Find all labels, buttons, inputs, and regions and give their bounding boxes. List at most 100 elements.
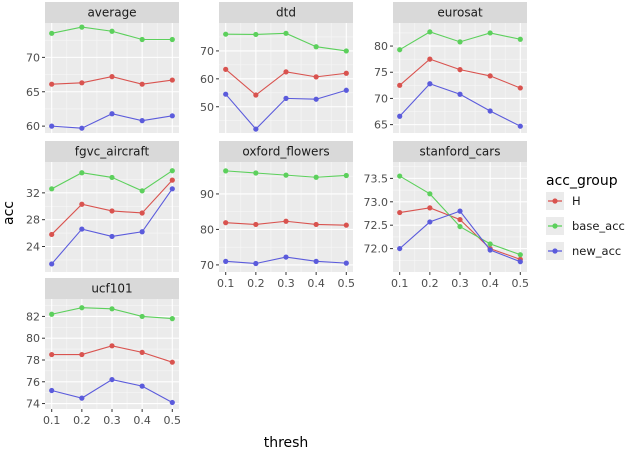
- x-tick-label: 0.3: [103, 414, 121, 427]
- data-point-new-acc: [397, 245, 403, 252]
- x-tick-label: 0.2: [73, 414, 91, 427]
- y-tick-label: 90: [200, 188, 214, 201]
- legend-key-point: [552, 248, 558, 254]
- data-point-h: [223, 220, 229, 226]
- y-tick-label: 72.5: [364, 219, 389, 232]
- legend-entry-h: H: [546, 192, 581, 210]
- x-tick-label: 0.3: [277, 277, 295, 290]
- y-tick-label: 73.0: [364, 196, 389, 209]
- data-point-base-acc: [253, 31, 259, 38]
- y-tick-label: 80: [200, 223, 214, 236]
- data-point-new-acc: [313, 96, 319, 102]
- data-point-h: [139, 349, 145, 355]
- panel-fgvc-aircraft: fgvc_aircraft 24 28 32: [26, 141, 179, 272]
- x-tick-label: 0.1: [217, 277, 235, 290]
- data-point-base-acc: [313, 174, 319, 180]
- data-point-base-acc: [397, 173, 403, 179]
- data-point-base-acc: [109, 174, 115, 181]
- data-point-new-acc: [457, 208, 463, 214]
- y-tick-label: 82: [26, 310, 40, 323]
- data-point-new-acc: [487, 108, 493, 114]
- data-point-h: [223, 66, 229, 72]
- panel-strip: [393, 2, 527, 23]
- x-tick-label: 0.4: [307, 277, 325, 290]
- y-tick-label: 75: [374, 66, 388, 79]
- y-tick-label: 72.0: [364, 243, 389, 256]
- y-tick-label: 70: [26, 51, 40, 64]
- legend-entry-base-acc: base_acc: [546, 217, 625, 235]
- y-tick-label: 60: [200, 73, 214, 86]
- data-point-h: [487, 73, 493, 79]
- y-tick-label: 70: [200, 259, 214, 272]
- data-point-new-acc: [457, 91, 463, 97]
- data-point-h: [169, 77, 175, 83]
- y-tick-label: 65: [26, 86, 40, 99]
- data-point-new-acc: [109, 376, 115, 383]
- data-point-new-acc: [223, 91, 229, 97]
- panel-strip: [219, 2, 353, 23]
- data-point-new-acc: [169, 113, 175, 119]
- panel-average: average 60 65 70: [26, 2, 179, 133]
- data-point-base-acc: [397, 47, 403, 53]
- data-point-new-acc: [283, 254, 289, 260]
- data-point-h: [253, 221, 259, 228]
- data-point-new-acc: [427, 219, 433, 225]
- y-tick-label: 73.5: [364, 172, 389, 185]
- legend-entry-new-acc: new_acc: [546, 242, 621, 260]
- y-tick-label: 74: [26, 398, 40, 411]
- x-tick-label: 0.5: [338, 277, 356, 290]
- data-point-h: [427, 56, 433, 62]
- data-point-h: [49, 81, 55, 87]
- x-axis-title: thresh: [264, 435, 309, 451]
- x-tick-label: 0.2: [247, 277, 265, 290]
- legend-label: base_acc: [572, 219, 625, 233]
- data-point-base-acc: [169, 36, 175, 43]
- data-point-new-acc: [79, 125, 85, 131]
- y-tick-label: 50: [200, 101, 214, 114]
- data-point-new-acc: [283, 95, 289, 101]
- data-point-new-acc: [223, 258, 229, 264]
- y-tick-label: 24: [26, 241, 40, 254]
- data-point-new-acc: [79, 226, 85, 232]
- data-point-h: [397, 209, 403, 216]
- legend-label: H: [572, 194, 581, 208]
- data-point-base-acc: [79, 305, 85, 311]
- panel-title: fgvc_aircraft: [75, 145, 150, 159]
- data-point-base-acc: [223, 31, 229, 37]
- data-point-h: [283, 218, 289, 224]
- data-point-base-acc: [49, 30, 55, 36]
- data-point-base-acc: [169, 316, 175, 322]
- panel-title: oxford_flowers: [242, 145, 329, 159]
- data-point-h: [49, 351, 55, 358]
- data-point-base-acc: [457, 39, 463, 45]
- data-point-h: [109, 208, 115, 214]
- data-point-new-acc: [79, 395, 85, 401]
- data-point-base-acc: [427, 191, 433, 197]
- data-point-base-acc: [487, 241, 493, 247]
- data-point-new-acc: [109, 111, 115, 117]
- data-point-h: [49, 231, 55, 238]
- data-point-new-acc: [139, 229, 145, 235]
- panel-oxford-flowers: oxford_flowers 70 80 90 0.1 0.2 0.3 0.4 0.5: [200, 141, 355, 290]
- data-point-new-acc: [49, 387, 55, 394]
- panel-title: average: [87, 6, 136, 20]
- data-point-base-acc: [169, 168, 175, 174]
- data-point-new-acc: [109, 233, 115, 240]
- data-point-new-acc: [49, 123, 55, 129]
- data-point-h: [79, 201, 85, 207]
- panel-strip: [45, 2, 179, 23]
- y-tick-label: 65: [374, 119, 388, 132]
- x-tick-label: 0.4: [481, 277, 499, 290]
- data-point-new-acc: [253, 260, 259, 267]
- y-tick-label: 70: [200, 45, 214, 58]
- panel-title: ucf101: [91, 282, 132, 296]
- data-point-h: [139, 81, 145, 87]
- x-tick-label: 0.1: [391, 277, 409, 290]
- data-point-h: [109, 74, 115, 80]
- data-point-new-acc: [139, 383, 145, 389]
- x-tick-label: 0.4: [133, 414, 151, 427]
- panel-eurosat: eurosat 65 70 75 80: [374, 2, 527, 133]
